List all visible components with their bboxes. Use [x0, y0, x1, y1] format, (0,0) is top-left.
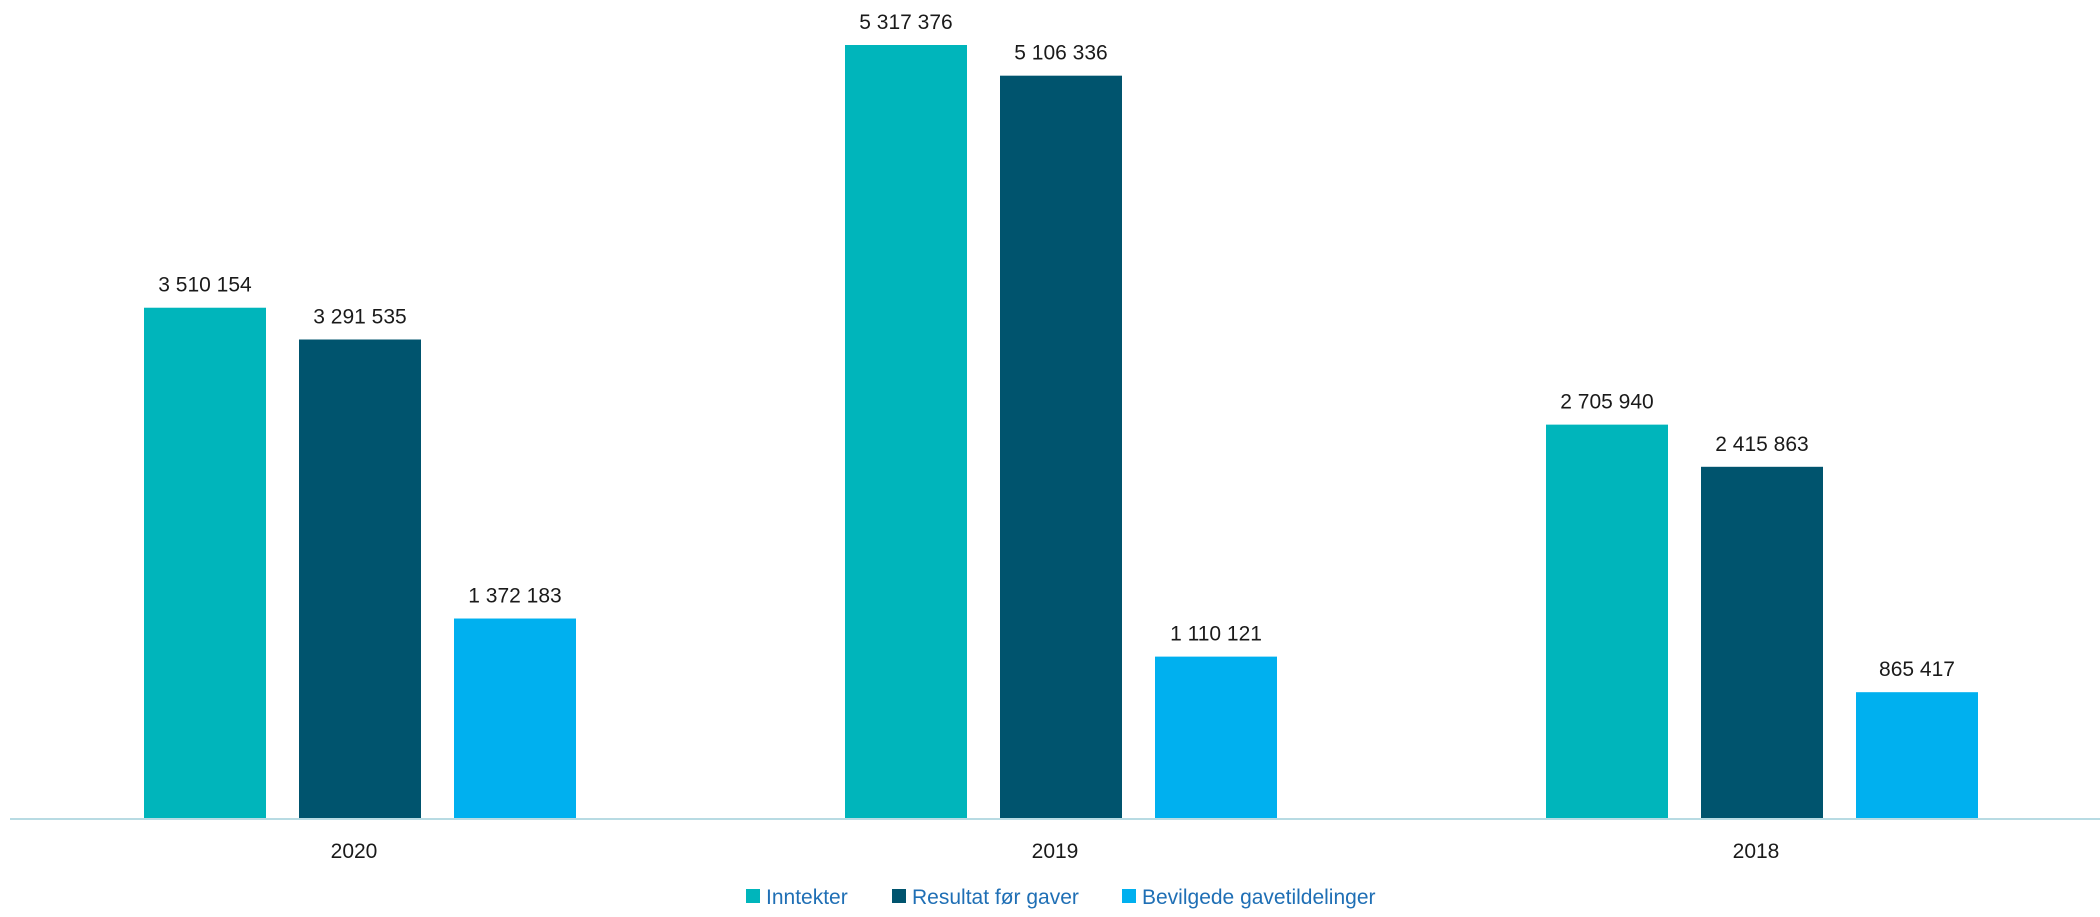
x-tick-label-2020: 2020 — [331, 840, 378, 863]
x-tick-labels-layer: 2020 2019 2018 — [331, 840, 1780, 863]
legend-item-resultat-for-gaver: Resultat før gaver — [892, 886, 1079, 909]
bars-layer — [144, 45, 1978, 819]
bar-inntekter-2020 — [144, 307, 266, 818]
bar-bevilgede-gavetildelinger-2018 — [1856, 692, 1978, 818]
legend: Inntekter Resultat før gaver Bevilgede gav… — [746, 886, 1376, 909]
data-label-resultat-for-gaver-2020: 3 291 535 — [313, 306, 406, 329]
bar-inntekter-2019 — [845, 45, 967, 818]
legend-label-bevilgede-gavetildelinger: Bevilgede gavetildelinger — [1142, 886, 1376, 909]
data-label-inntekter-2018: 2 705 940 — [1560, 391, 1653, 414]
x-tick-label-2019: 2019 — [1032, 840, 1079, 863]
bar-inntekter-2018 — [1546, 424, 1668, 818]
legend-item-inntekter: Inntekter — [746, 886, 848, 909]
data-label-bevilgede-gavetildelinger-2019: 1 110 121 — [1170, 623, 1262, 646]
legend-swatch-inntekter — [746, 889, 760, 903]
legend-label-inntekter: Inntekter — [766, 886, 848, 909]
data-label-bevilgede-gavetildelinger-2018: 865 417 — [1879, 658, 1955, 681]
data-label-bevilgede-gavetildelinger-2020: 1 372 183 — [468, 585, 561, 608]
data-label-resultat-for-gaver-2019: 5 106 336 — [1014, 42, 1107, 65]
x-tick-label-2018: 2018 — [1733, 840, 1780, 863]
legend-swatch-resultat-for-gaver — [892, 889, 906, 903]
bar-resultat-for-gaver-2019 — [1000, 75, 1122, 819]
legend-item-bevilgede-gavetildelinger: Bevilgede gavetildelinger — [1122, 886, 1376, 909]
bar-bevilgede-gavetildelinger-2020 — [454, 618, 576, 818]
legend-swatch-bevilgede-gavetildelinger — [1122, 889, 1136, 903]
data-label-resultat-for-gaver-2018: 2 415 863 — [1715, 433, 1808, 456]
data-label-inntekter-2019: 5 317 376 — [859, 11, 952, 34]
data-label-inntekter-2020: 3 510 154 — [158, 274, 252, 297]
bar-bevilgede-gavetildelinger-2019 — [1155, 656, 1277, 818]
bar-resultat-for-gaver-2020 — [299, 339, 421, 818]
data-labels-layer: 3 510 154 3 291 535 1 372 183 5 317 376 5 10… — [158, 11, 1955, 681]
legend-label-resultat-for-gaver: Resultat før gaver — [912, 886, 1079, 909]
bar-resultat-for-gaver-2018 — [1701, 466, 1823, 818]
